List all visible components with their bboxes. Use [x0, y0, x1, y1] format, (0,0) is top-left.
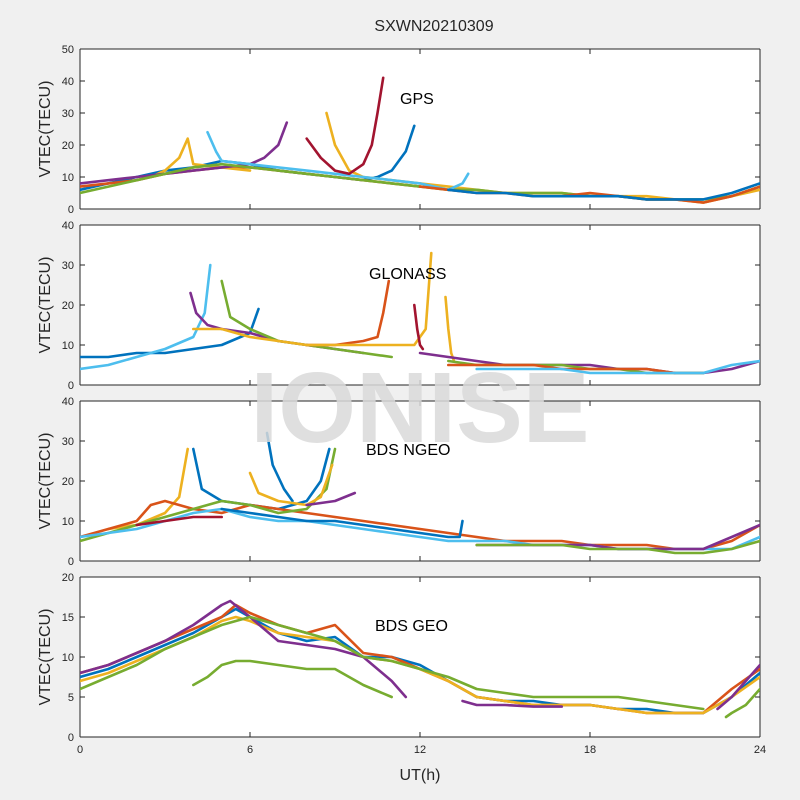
series-line: [475, 359, 760, 375]
y-tick-label: 10: [62, 340, 74, 352]
y-axis-label: VTEC(TECU): [37, 257, 54, 354]
y-axis-label: VTEC(TECU): [37, 433, 54, 530]
series-group: [80, 599, 760, 719]
y-axis-label: VTEC(TECU): [37, 609, 54, 706]
x-tick-label: 0: [77, 744, 83, 756]
x-tick-label: 18: [584, 744, 596, 756]
series-line: [248, 463, 334, 507]
y-tick-label: 10: [62, 516, 74, 528]
panel-label: BDS GEO: [375, 618, 448, 635]
y-tick-label: 5: [68, 692, 74, 704]
panel-label: BDS NGEO: [366, 442, 450, 459]
x-tick-label: 24: [754, 744, 766, 756]
panel-bds-geo: 0 6 12 18 24 0 5 10 15 20 VTEC(TECU) BDS GEO: [37, 572, 766, 756]
series-line: [716, 663, 760, 711]
series-line: [412, 303, 425, 351]
panel-bds-ngeo: 0 10 20 30 40 VTEC(TECU) BDS NGEO: [37, 396, 761, 568]
series-line: [192, 659, 394, 699]
series-group: [80, 76, 760, 204]
y-tick-label: 0: [68, 556, 74, 568]
y-tick-label: 20: [62, 140, 74, 152]
series-line: [135, 515, 223, 527]
y-tick-label: 20: [62, 572, 74, 584]
y-tick-label: 0: [68, 380, 74, 392]
y-tick-label: 20: [62, 476, 74, 488]
series-line: [446, 182, 760, 201]
series-line: [305, 76, 385, 176]
series-line: [80, 499, 760, 551]
series-line: [80, 121, 289, 185]
x-tick-label: 6: [247, 744, 253, 756]
y-tick-label: 15: [62, 612, 74, 624]
plot-area: [80, 577, 760, 737]
series-group: [80, 251, 760, 375]
panel-glonass: 0 10 20 30 40 VTEC(TECU) GLONASS: [37, 220, 761, 392]
y-tick-label: 10: [62, 172, 74, 184]
y-tick-label: 20: [62, 300, 74, 312]
series-line: [724, 687, 760, 719]
series-line: [475, 539, 760, 555]
x-axis-label: UT(h): [400, 767, 441, 784]
y-tick-label: 50: [62, 44, 74, 56]
y-tick-label: 0: [68, 732, 74, 744]
y-tick-label: 30: [62, 436, 74, 448]
plot-area: [80, 49, 760, 209]
y-tick-label: 40: [62, 220, 74, 232]
series-line: [80, 263, 212, 371]
y-tick-label: 30: [62, 108, 74, 120]
panel-label: GPS: [400, 91, 434, 108]
y-tick-label: 0: [68, 204, 74, 216]
series-line: [80, 607, 760, 715]
series-group: [80, 431, 760, 555]
chart-title: SXWN20210309: [374, 18, 493, 35]
series-line: [80, 615, 705, 711]
panel-gps: 0 10 20 30 40 50 VTEC(TECU) GPS: [37, 44, 761, 216]
plot-area: [80, 401, 760, 561]
y-tick-label: 30: [62, 260, 74, 272]
watermark: IONISE: [251, 352, 590, 464]
x-tick-label: 12: [414, 744, 426, 756]
y-axis-label: VTEC(TECU): [37, 81, 54, 178]
y-tick-label: 40: [62, 76, 74, 88]
y-tick-label: 40: [62, 396, 74, 408]
y-tick-label: 10: [62, 652, 74, 664]
series-line: [461, 699, 564, 708]
series-line: [265, 431, 294, 503]
panel-label: GLONASS: [369, 266, 446, 283]
series-line: [220, 507, 464, 539]
series-line: [305, 491, 357, 507]
